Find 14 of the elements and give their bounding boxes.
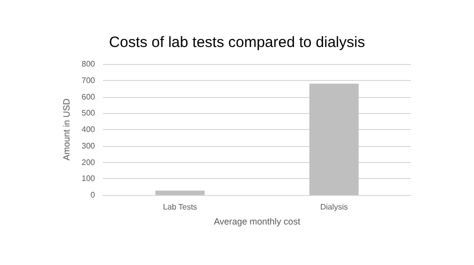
x-tick-label: Dialysis <box>320 202 348 212</box>
y-tick-label: 700 <box>82 76 96 85</box>
x-axis-title: Average monthly cost <box>214 216 301 226</box>
y-tick-label: 800 <box>82 60 96 68</box>
y-tick-label: 600 <box>82 92 96 102</box>
y-tick-label: 0 <box>90 190 96 200</box>
x-tick-label: Lab Tests <box>162 202 198 212</box>
y-axis-title: Amount in USD <box>61 98 72 161</box>
y-tick-label: 300 <box>82 141 96 150</box>
y-tick-label: 400 <box>82 125 96 134</box>
chart-title: Costs of lab tests compared to dialysis <box>109 34 365 51</box>
y-tick-label: 200 <box>82 158 96 167</box>
y-tick-label: 500 <box>82 108 96 118</box>
y-tick-label: 100 <box>82 174 96 184</box>
